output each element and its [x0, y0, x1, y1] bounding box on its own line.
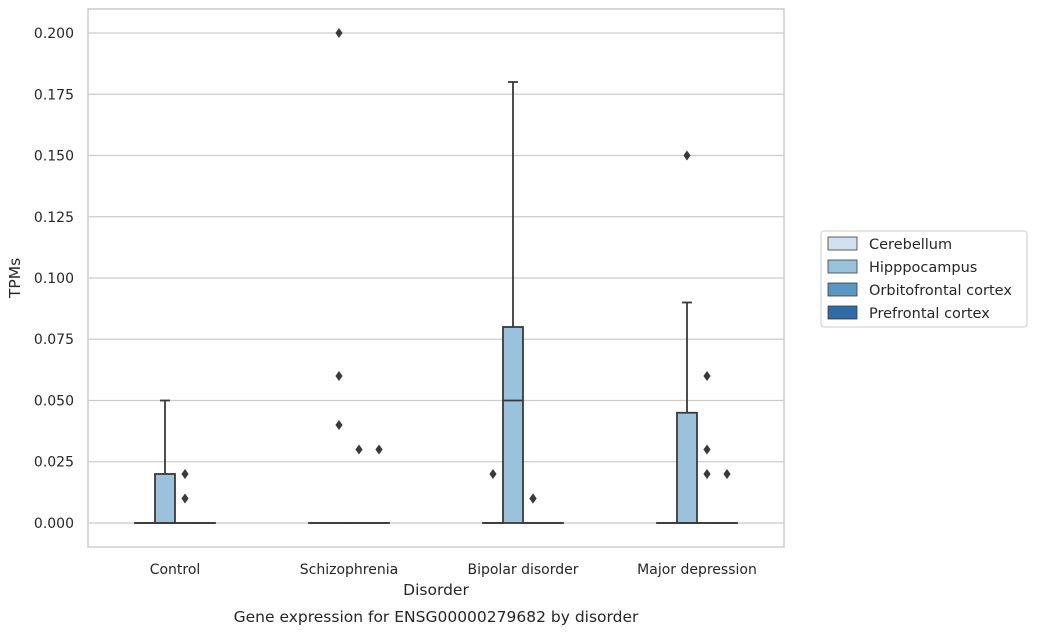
legend-label: Hipppocampus [869, 260, 977, 276]
y-tick-label: 0.050 [34, 393, 74, 409]
y-tick-label: 0.000 [34, 516, 74, 532]
outlier-point [375, 444, 383, 455]
y-tick-label: 0.150 [34, 149, 74, 165]
x-tick-label: Schizophrenia [300, 562, 398, 578]
box-prefrontal-cortex [368, 444, 390, 524]
box-prefrontal-cortex [716, 468, 738, 524]
legend-swatch [827, 282, 858, 297]
outlier-point [335, 28, 343, 39]
legend-items: Cerebellum Hipppocampus Orbitofrontal cort… [827, 236, 1012, 322]
box-orbitofrontal-cortex [522, 493, 544, 524]
y-tick-label: 0.175 [34, 87, 74, 103]
outlier-point [703, 370, 711, 381]
x-tick-label: Control [150, 562, 201, 578]
outlier-point [335, 370, 343, 381]
legend-label: Orbitofrontal cortex [869, 283, 1012, 299]
box-hipppocampus [154, 399, 176, 524]
outlier-point [723, 468, 731, 479]
y-tick-label: 0.075 [34, 332, 74, 348]
y-tick-labels: 0.000 0.025 0.050 0.075 0.100 0.125 0.150 0.175… [34, 26, 74, 532]
y-tick-label: 0.025 [34, 455, 74, 471]
legend-swatch [827, 305, 858, 320]
legend-label: Prefrontal cortex [869, 306, 990, 322]
box-orbitofrontal-cortex [174, 468, 196, 524]
outlier-point [355, 444, 363, 455]
legend-swatch [827, 259, 858, 274]
outlier-point [181, 493, 189, 504]
box-hipppocampus [502, 81, 524, 524]
box-body [676, 411, 698, 524]
outlier-point [703, 444, 711, 455]
y-tick-label: 0.100 [34, 271, 74, 287]
legend: Cerebellum Hipppocampus Orbitofrontal cort… [820, 230, 1028, 328]
x-tick-label: Major depression [637, 562, 757, 578]
plot-frame [87, 8, 785, 548]
y-tick-label: 0.200 [34, 26, 74, 42]
box-body [502, 326, 524, 524]
legend-frame [820, 230, 1028, 328]
outlier-point [335, 419, 343, 430]
box-series [134, 28, 738, 524]
x-tick-labels: Control Schizophrenia Bipolar disorder Majo… [150, 562, 757, 578]
x-tick-label: Bipolar disorder [467, 562, 578, 578]
legend-swatch [827, 236, 858, 251]
box-orbitofrontal-cortex [348, 444, 370, 524]
outlier-point [683, 150, 691, 161]
outlier-point [181, 468, 189, 479]
box-body [154, 473, 176, 524]
y-tick-label: 0.125 [34, 210, 74, 226]
outlier-point [703, 468, 711, 479]
chart-title: Gene expression for ENSG00000279682 by d… [234, 608, 639, 626]
outlier-point [529, 493, 537, 504]
x-axis-label: Disorder [403, 581, 469, 599]
y-axis-label: TPMs [6, 258, 24, 299]
outlier-point [489, 468, 497, 479]
legend-label: Cerebellum [869, 237, 952, 253]
box-hipppocampus [676, 150, 698, 524]
